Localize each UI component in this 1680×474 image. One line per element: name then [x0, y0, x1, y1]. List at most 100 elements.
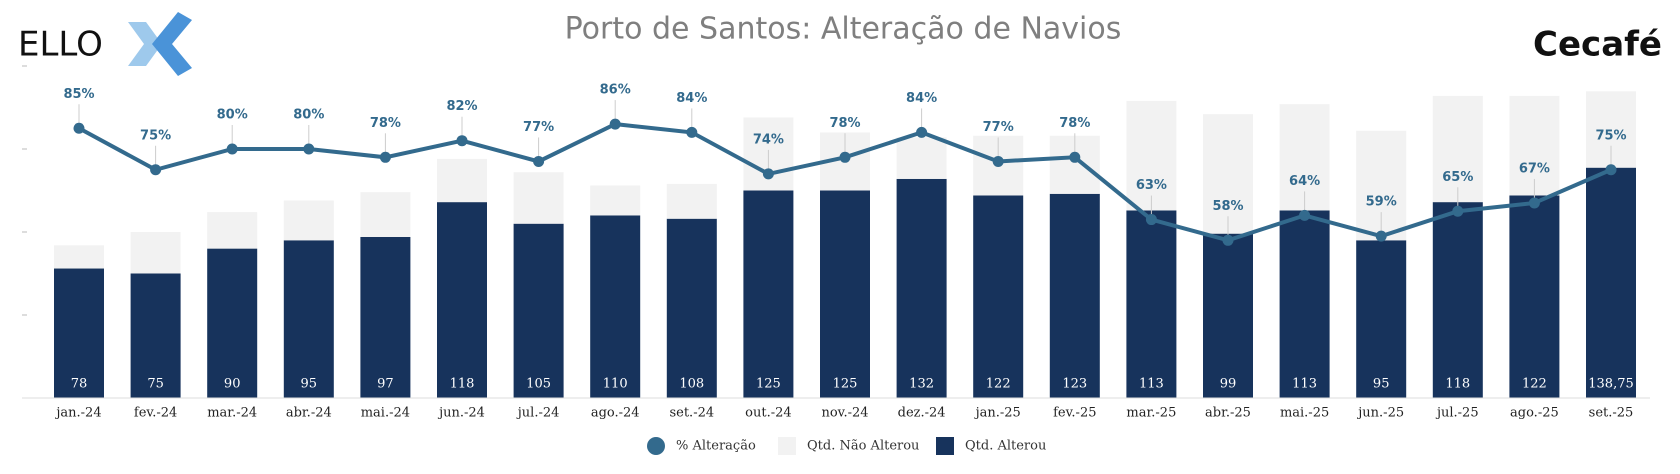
- line-point: [73, 122, 85, 134]
- logo-shape: [128, 22, 162, 66]
- bar: [54, 245, 104, 269]
- line-point: [916, 126, 928, 138]
- bar: [283, 240, 334, 398]
- bar-value-label: 118: [1445, 377, 1470, 392]
- bar-value-label: 132: [909, 377, 934, 392]
- line-point: [762, 168, 774, 180]
- line-point: [1452, 205, 1464, 217]
- line-point: [1069, 151, 1081, 163]
- bar: [1432, 95, 1483, 203]
- line-value-label: 58%: [1212, 199, 1243, 214]
- x-tick-label: set.-25: [1589, 406, 1634, 421]
- bar-value-label: 99: [1220, 377, 1237, 392]
- line-point: [456, 135, 468, 147]
- bar: [1126, 100, 1177, 211]
- line-value-label: 77%: [523, 120, 554, 135]
- legend-marker: [936, 437, 954, 455]
- x-tick-label: fev.-25: [1053, 406, 1096, 421]
- line-value-label: 65%: [1442, 170, 1473, 185]
- x-tick-label: abr.-24: [286, 406, 332, 421]
- line-value-label: 78%: [829, 116, 860, 131]
- legend-label: Qtd. Alterou: [965, 439, 1046, 454]
- bar: [973, 195, 1024, 398]
- line-point: [533, 155, 545, 167]
- legend-marker: [647, 437, 665, 455]
- line-value-label: 64%: [1289, 174, 1320, 189]
- line-point: [1222, 234, 1234, 246]
- line-value-label: 84%: [906, 91, 937, 106]
- bar: [896, 178, 947, 398]
- x-tick-label: ago.-25: [1510, 406, 1559, 421]
- line-point: [686, 126, 698, 138]
- x-tick-label: fev.-24: [134, 406, 177, 421]
- bar: [666, 218, 717, 398]
- bar: [513, 223, 564, 398]
- line-point: [379, 151, 391, 163]
- x-tick-label: abr.-25: [1205, 406, 1251, 421]
- bar: [513, 172, 564, 224]
- x-tick-label: mar.-24: [207, 406, 257, 421]
- bar-value-label: 105: [526, 377, 551, 392]
- x-tick-label: mai.-24: [361, 406, 410, 421]
- bar-value-label: 125: [756, 377, 781, 392]
- bar: [360, 236, 411, 398]
- x-tick-label: ago.-24: [591, 406, 640, 421]
- line-point: [1528, 197, 1540, 209]
- bar: [1509, 195, 1560, 398]
- line-value-label: 67%: [1519, 161, 1550, 176]
- bar: [1586, 167, 1636, 398]
- bar-value-label: 90: [224, 377, 241, 392]
- x-tick-label: jul.-24: [516, 406, 560, 421]
- logo-right: Cecafé: [1533, 25, 1662, 65]
- bar: [590, 215, 641, 398]
- x-tick-label: jan.-24: [54, 406, 101, 421]
- bar: [666, 183, 717, 219]
- legend-label: Qtd. Não Alterou: [807, 439, 919, 454]
- bar: [820, 190, 870, 398]
- legend-label: % Alteração: [676, 439, 756, 454]
- line-value-label: 80%: [293, 108, 324, 123]
- line-point: [839, 151, 851, 163]
- logo-text: ELLO: [18, 25, 103, 65]
- line-value-label: 78%: [370, 116, 401, 131]
- bar: [1203, 233, 1253, 398]
- bar-value-label: 78: [71, 377, 88, 392]
- bar: [896, 137, 947, 179]
- bar-value-label: 95: [1373, 377, 1390, 392]
- line-point: [226, 143, 238, 155]
- line-value-label: 75%: [1595, 128, 1626, 143]
- bar: [437, 158, 487, 203]
- bar-value-label: 95: [301, 377, 318, 392]
- bar-value-label: 122: [1522, 377, 1547, 392]
- bar: [743, 190, 794, 398]
- line-value-label: 86%: [600, 83, 631, 98]
- line-point: [1299, 209, 1311, 221]
- line-value-label: 63%: [1136, 178, 1167, 193]
- bar: [54, 268, 104, 398]
- x-tick-label: dez.-24: [898, 406, 946, 421]
- line-point: [992, 155, 1004, 167]
- bar-value-label: 97: [377, 377, 394, 392]
- bar: [1432, 202, 1483, 398]
- bar-value-label: 113: [1139, 377, 1164, 392]
- bar-value-label: 110: [603, 377, 628, 392]
- bar: [207, 212, 258, 249]
- chart-title: Porto de Santos: Alteração de Navios: [565, 12, 1122, 47]
- line-value-label: 80%: [217, 108, 248, 123]
- bar-value-label: 125: [833, 377, 858, 392]
- line-value-label: 85%: [63, 87, 94, 102]
- bar-value-label: 113: [1292, 377, 1317, 392]
- x-tick-label: set.-24: [669, 406, 714, 421]
- line-value-label: 74%: [753, 132, 784, 147]
- x-tick-label: mai.-25: [1280, 406, 1329, 421]
- line-value-label: 77%: [983, 120, 1014, 135]
- bar-value-label: 108: [679, 377, 704, 392]
- bar: [360, 192, 411, 237]
- bar: [130, 232, 181, 274]
- bar: [1279, 210, 1330, 398]
- bar: [283, 200, 334, 241]
- bar: [590, 185, 641, 216]
- bar: [1049, 193, 1100, 398]
- line-point: [1145, 214, 1157, 226]
- line-value-label: 78%: [1059, 116, 1090, 131]
